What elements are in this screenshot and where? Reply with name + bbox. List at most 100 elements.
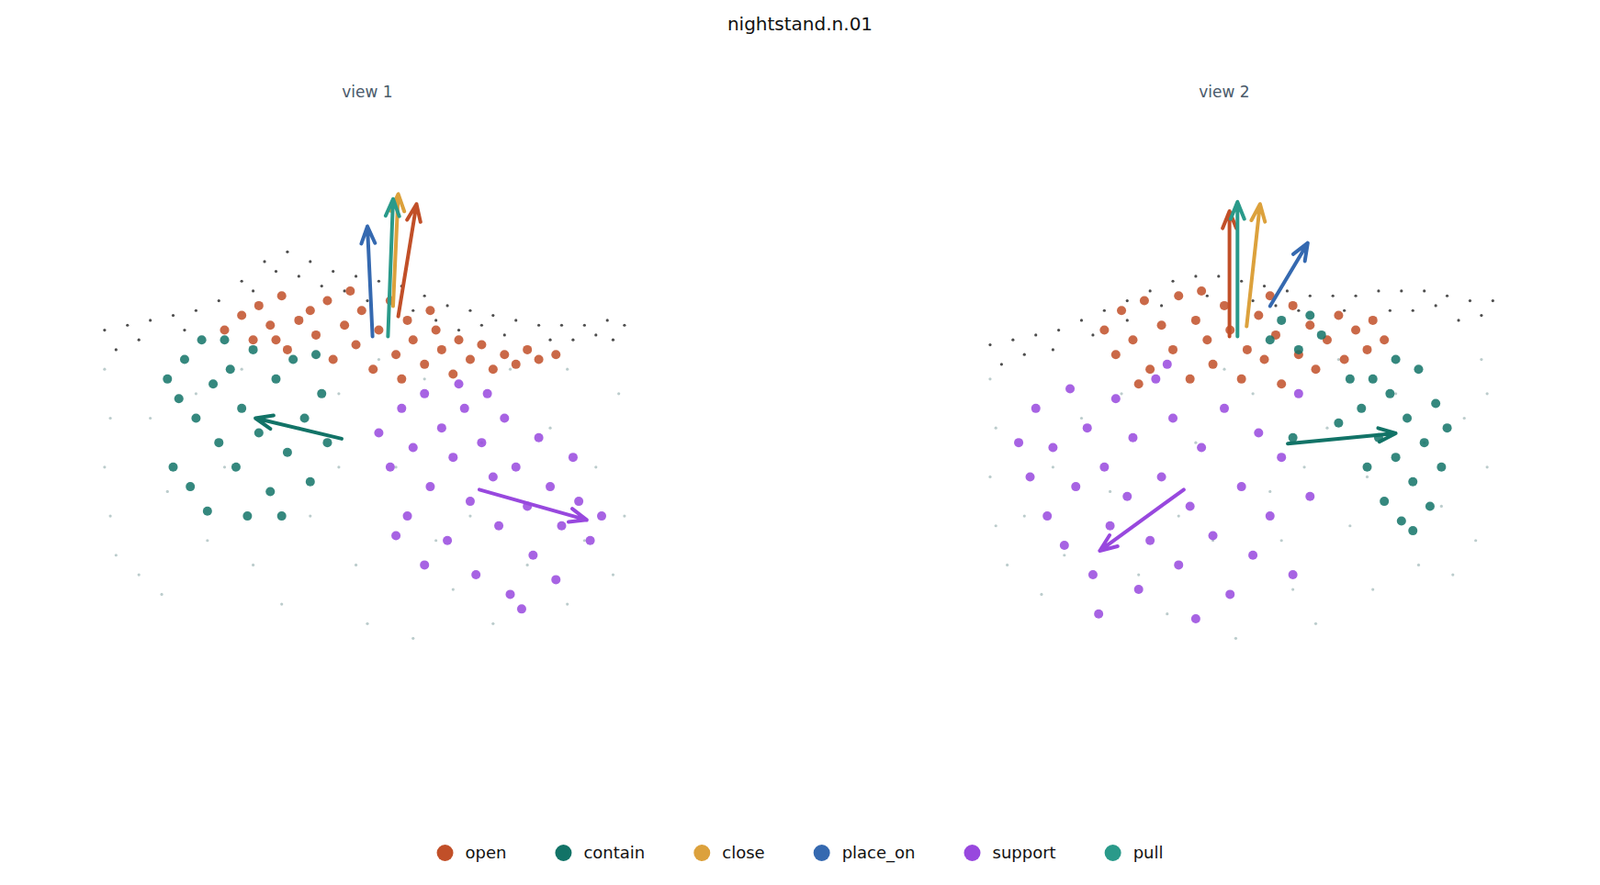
point (1253, 428, 1263, 438)
point (197, 335, 207, 345)
legend: opencontaincloseplace_onsupportpull (437, 843, 1164, 864)
cloud-point (1057, 328, 1060, 332)
point (1253, 311, 1263, 321)
cloud-point (1456, 318, 1460, 322)
legend-entry: support (964, 843, 1057, 863)
point (220, 335, 230, 345)
cloud-point (109, 515, 113, 519)
point (1111, 394, 1121, 404)
point (305, 477, 316, 487)
point (499, 349, 509, 360)
point (1276, 315, 1286, 326)
cloud-series (102, 250, 626, 352)
cloud-point (377, 280, 381, 283)
point (448, 452, 458, 462)
direction-arrow (398, 203, 421, 316)
cloud-point (262, 259, 266, 263)
cloud-point (1080, 318, 1083, 322)
cloud-point (423, 377, 427, 381)
cloud-point (1399, 289, 1403, 293)
point (1093, 609, 1104, 620)
legend-entry: close (693, 843, 765, 863)
point (1425, 501, 1435, 511)
point (288, 355, 298, 365)
point (1014, 438, 1024, 448)
point (1260, 355, 1270, 365)
cloud-point (526, 563, 530, 567)
legend-swatch (964, 845, 981, 862)
cloud-point (217, 299, 221, 303)
cloud-point (583, 324, 586, 327)
cloud-point (1376, 289, 1380, 293)
cloud-point (274, 270, 278, 273)
point (391, 530, 401, 541)
point (225, 364, 236, 374)
point (1363, 345, 1373, 355)
cloud-point (148, 318, 152, 322)
point (517, 604, 527, 614)
direction-arrow (360, 226, 375, 338)
point (236, 404, 247, 414)
cloud-point (560, 324, 564, 327)
cloud-point (1331, 294, 1335, 298)
point (1276, 452, 1286, 462)
cloud-point (1051, 348, 1055, 351)
point (339, 320, 350, 330)
point (1248, 551, 1258, 561)
cloud-point (1296, 309, 1300, 313)
legend-entry: contain (554, 843, 645, 863)
point (351, 340, 361, 350)
cloud-point (182, 328, 186, 332)
point (1305, 311, 1315, 321)
cloud-point (994, 524, 998, 528)
point (231, 462, 241, 473)
cloud-point (1251, 392, 1255, 395)
point (1333, 418, 1343, 429)
cloud-series (988, 358, 1488, 641)
cloud-point (571, 338, 575, 342)
point (1345, 374, 1355, 384)
point (1294, 389, 1304, 399)
cloud-point (988, 343, 992, 347)
point (1402, 414, 1412, 424)
point (1031, 404, 1041, 414)
cloud-point (994, 427, 998, 430)
cloud-point (411, 637, 415, 641)
cloud-point (280, 602, 283, 606)
cloud-point (1371, 587, 1375, 591)
cloud-point (1308, 294, 1312, 298)
panel-title: view 2 (1198, 82, 1250, 102)
point (408, 335, 418, 345)
point (488, 472, 498, 482)
cloud-point (622, 324, 626, 327)
cloud-point (1468, 299, 1472, 303)
direction-arrow (1287, 428, 1397, 444)
point (534, 433, 544, 443)
legend-label: support (992, 843, 1057, 863)
cloud-point (1000, 362, 1003, 366)
cloud-point (1126, 318, 1129, 322)
point (1379, 496, 1389, 507)
cloud-point (1234, 637, 1238, 641)
cloud-point (343, 289, 347, 293)
cloud-point (1394, 392, 1398, 395)
point (1070, 482, 1081, 492)
point (437, 345, 447, 355)
point (442, 536, 452, 546)
point (1305, 320, 1315, 330)
point (311, 330, 321, 340)
point (1185, 501, 1195, 511)
cloud-point (1262, 284, 1266, 288)
cloud-point (297, 274, 301, 278)
point (1150, 374, 1161, 384)
cloud-point (194, 309, 198, 313)
cloud-point (1039, 593, 1043, 597)
point (551, 574, 561, 585)
cloud-point (285, 250, 289, 254)
point (357, 305, 367, 316)
cloud-point (205, 539, 209, 542)
cloud-point (1434, 304, 1438, 307)
point (1436, 462, 1446, 473)
point (1208, 360, 1218, 370)
point (1219, 404, 1229, 414)
